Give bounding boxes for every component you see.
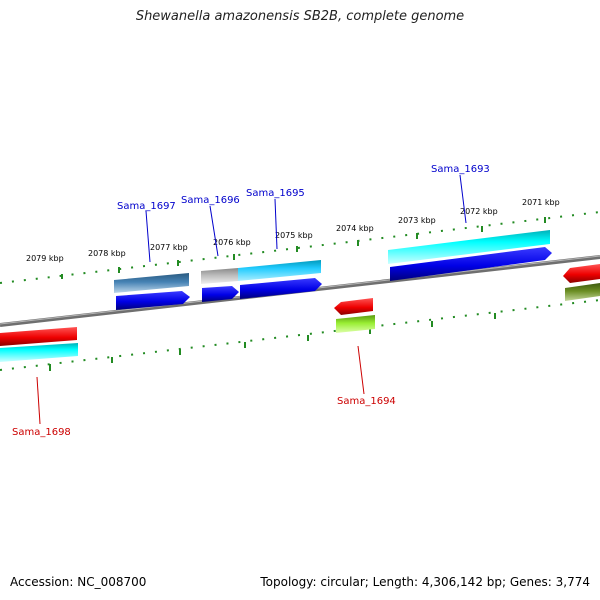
kbp-label-2076: 2076 kbp xyxy=(213,238,251,247)
kbp-label-2075: 2075 kbp xyxy=(275,231,313,240)
kbp-label-2078: 2078 kbp xyxy=(88,249,126,258)
kbp-label-2079: 2079 kbp xyxy=(26,254,64,263)
kbp-label-2077: 2077 kbp xyxy=(150,243,188,252)
cog-bar-sama-1697[interactable] xyxy=(114,273,189,293)
reverse-cds-track xyxy=(0,264,600,346)
leader-sama-1696 xyxy=(209,205,219,257)
leader-sama-1694 xyxy=(357,345,365,395)
cds-arrow-sama-1694[interactable] xyxy=(334,298,373,315)
scale-labels: 2079 kbp 2078 kbp 2077 kbp 2076 kbp 2075… xyxy=(26,198,560,263)
cog-bar-sama-1695[interactable] xyxy=(238,260,321,281)
kbp-label-2071: 2071 kbp xyxy=(522,198,560,207)
kbp-label-2074: 2074 kbp xyxy=(336,224,374,233)
kbp-label-2073: 2073 kbp xyxy=(398,216,436,225)
kbp-label-2072: 2072 kbp xyxy=(460,207,498,216)
cog-bar-sama-1693[interactable] xyxy=(388,230,550,264)
genome-stats-text: Topology: circular; Length: 4,306,142 bp… xyxy=(260,575,590,589)
cds-arrow-sama-1693[interactable] xyxy=(390,247,552,281)
cds-arrow-sama-1698[interactable] xyxy=(0,327,77,346)
lower-major-ticks xyxy=(49,313,496,371)
forward-cds-track xyxy=(116,247,552,310)
leader-sama-1693 xyxy=(459,174,467,224)
gene-labels: Sama_1697 Sama_1696 Sama_1695 Sama_1693 … xyxy=(12,164,490,438)
gene-label-sama-1696[interactable]: Sama_1696 xyxy=(181,195,240,206)
gene-label-sama-1695[interactable]: Sama_1695 xyxy=(246,188,305,199)
cog-bar-sama-1694[interactable] xyxy=(336,315,375,333)
cds-arrow-sama-1696[interactable] xyxy=(202,286,239,302)
cog-bar-sama-1696[interactable] xyxy=(201,268,238,284)
cds-arrow-sama-1697[interactable] xyxy=(116,291,190,310)
gene-label-sama-1697[interactable]: Sama_1697 xyxy=(117,201,176,212)
upper-scale-ruler xyxy=(0,211,600,284)
gene-label-sama-1694[interactable]: Sama_1694 xyxy=(337,396,396,407)
gene-label-sama-1693[interactable]: Sama_1693 xyxy=(431,164,490,175)
map-title: Shewanella amazonensis SB2B, complete ge… xyxy=(135,9,465,24)
cds-arrow-sama-1695[interactable] xyxy=(240,278,322,299)
cog-track-forward xyxy=(114,230,550,293)
lower-scale-ruler xyxy=(0,299,600,371)
upper-major-ticks xyxy=(61,217,546,279)
cds-arrow-right-edge[interactable] xyxy=(563,264,600,283)
accession-text: Accession: NC_008700 xyxy=(10,575,147,589)
cog-bar-sama-1698[interactable] xyxy=(0,343,78,362)
gene-label-sama-1698[interactable]: Sama_1698 xyxy=(12,427,71,438)
leader-sama-1695 xyxy=(274,198,278,250)
leader-sama-1698 xyxy=(36,376,41,425)
cog-bar-right-edge[interactable] xyxy=(565,283,600,301)
cog-track-reverse xyxy=(0,283,600,362)
leader-sama-1697 xyxy=(145,210,151,263)
label-leaders xyxy=(36,174,467,425)
